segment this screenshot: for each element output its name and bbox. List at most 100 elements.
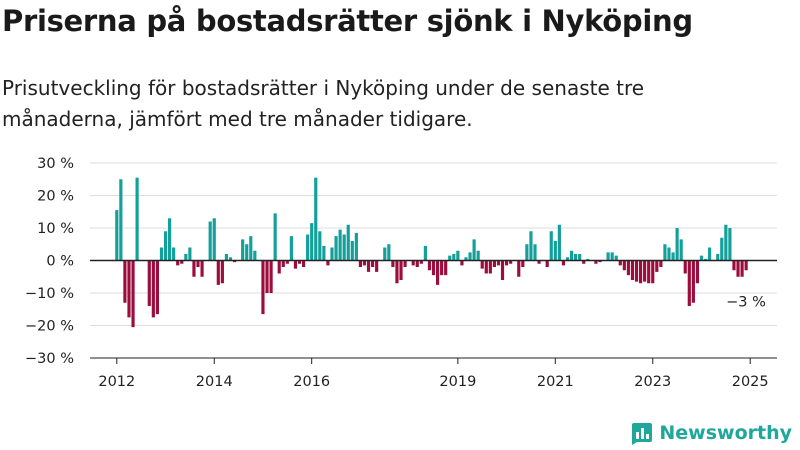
bar xyxy=(427,260,432,271)
bar xyxy=(667,247,671,261)
bar xyxy=(383,247,387,261)
bar xyxy=(569,250,574,261)
x-tick-label: 2025 xyxy=(732,374,769,390)
bar xyxy=(375,260,379,272)
bar xyxy=(517,260,521,277)
bar xyxy=(297,260,302,264)
bar xyxy=(253,250,257,261)
bar xyxy=(208,221,212,261)
x-tick-label: 2016 xyxy=(293,374,330,390)
y-tick-label: −30 % xyxy=(25,351,74,367)
bar xyxy=(155,260,159,315)
bar xyxy=(301,260,306,267)
bar xyxy=(241,239,245,261)
x-tick-label: 2012 xyxy=(98,374,135,390)
bar xyxy=(184,254,188,261)
bar xyxy=(176,260,180,266)
bar xyxy=(468,252,472,261)
y-tick-label: −20 % xyxy=(25,319,74,335)
bar xyxy=(606,252,610,261)
bar xyxy=(395,260,399,284)
bar xyxy=(484,260,488,274)
bar xyxy=(472,239,476,261)
bars xyxy=(115,177,748,328)
y-tick-label: 0 % xyxy=(46,254,74,270)
bar xyxy=(326,260,330,266)
bar xyxy=(289,236,293,261)
bar xyxy=(440,260,444,276)
bar xyxy=(643,260,647,282)
bar xyxy=(338,229,342,261)
bar xyxy=(123,260,127,303)
bar xyxy=(634,260,639,282)
bar xyxy=(119,179,123,261)
bar xyxy=(687,260,691,306)
bar xyxy=(281,260,285,267)
bar xyxy=(273,213,277,261)
bar xyxy=(732,260,736,271)
bar xyxy=(452,254,456,261)
bar xyxy=(574,254,578,261)
bar xyxy=(127,260,131,318)
bar xyxy=(318,231,322,261)
x-tick-label: 2019 xyxy=(439,374,476,390)
bar xyxy=(638,260,643,284)
bar xyxy=(728,228,732,261)
bar xyxy=(695,260,699,284)
bar xyxy=(423,245,427,261)
bar xyxy=(525,244,529,261)
bar xyxy=(330,247,334,261)
bar xyxy=(549,231,553,261)
bar xyxy=(594,260,598,264)
bar xyxy=(277,260,281,274)
bar xyxy=(691,260,695,303)
bar xyxy=(476,250,480,261)
bar xyxy=(159,247,164,261)
bar xyxy=(306,234,310,261)
bar xyxy=(220,260,224,284)
bar xyxy=(716,254,720,261)
bar xyxy=(557,224,561,261)
bar xyxy=(736,260,740,277)
bar xyxy=(228,257,233,261)
bar xyxy=(679,239,683,261)
bar xyxy=(216,260,220,285)
bar xyxy=(322,245,326,261)
x-tick-label: 2014 xyxy=(196,374,233,390)
bar xyxy=(614,255,618,261)
bar xyxy=(724,224,728,261)
bar xyxy=(399,260,403,280)
bar xyxy=(598,260,602,263)
bar xyxy=(699,255,704,261)
bar xyxy=(496,260,501,266)
bar xyxy=(630,260,635,280)
bar xyxy=(683,260,687,274)
bar xyxy=(310,223,314,261)
bar xyxy=(131,260,135,328)
bar xyxy=(366,260,371,272)
bar xyxy=(391,260,395,267)
bar xyxy=(460,260,464,266)
bar xyxy=(358,260,362,267)
bar xyxy=(553,241,557,261)
bar xyxy=(578,254,582,261)
labels: 30 % 20 % 10 % 0 % −10 % −20 % −30 % 2012 2014 20… xyxy=(25,156,769,390)
x-tick-label: 2021 xyxy=(537,374,574,390)
bar xyxy=(659,260,663,267)
bar xyxy=(655,260,659,272)
bar xyxy=(651,260,655,284)
bar xyxy=(744,260,748,271)
bar xyxy=(135,177,139,261)
bar xyxy=(188,247,192,261)
bar xyxy=(115,210,119,261)
bar xyxy=(565,257,570,261)
bar xyxy=(334,236,338,261)
bar xyxy=(419,260,423,264)
bar xyxy=(435,260,440,285)
bar xyxy=(509,260,513,264)
bar xyxy=(505,260,509,266)
bar xyxy=(249,236,253,261)
bar xyxy=(720,237,724,261)
x-tick-label: 2023 xyxy=(634,374,671,390)
